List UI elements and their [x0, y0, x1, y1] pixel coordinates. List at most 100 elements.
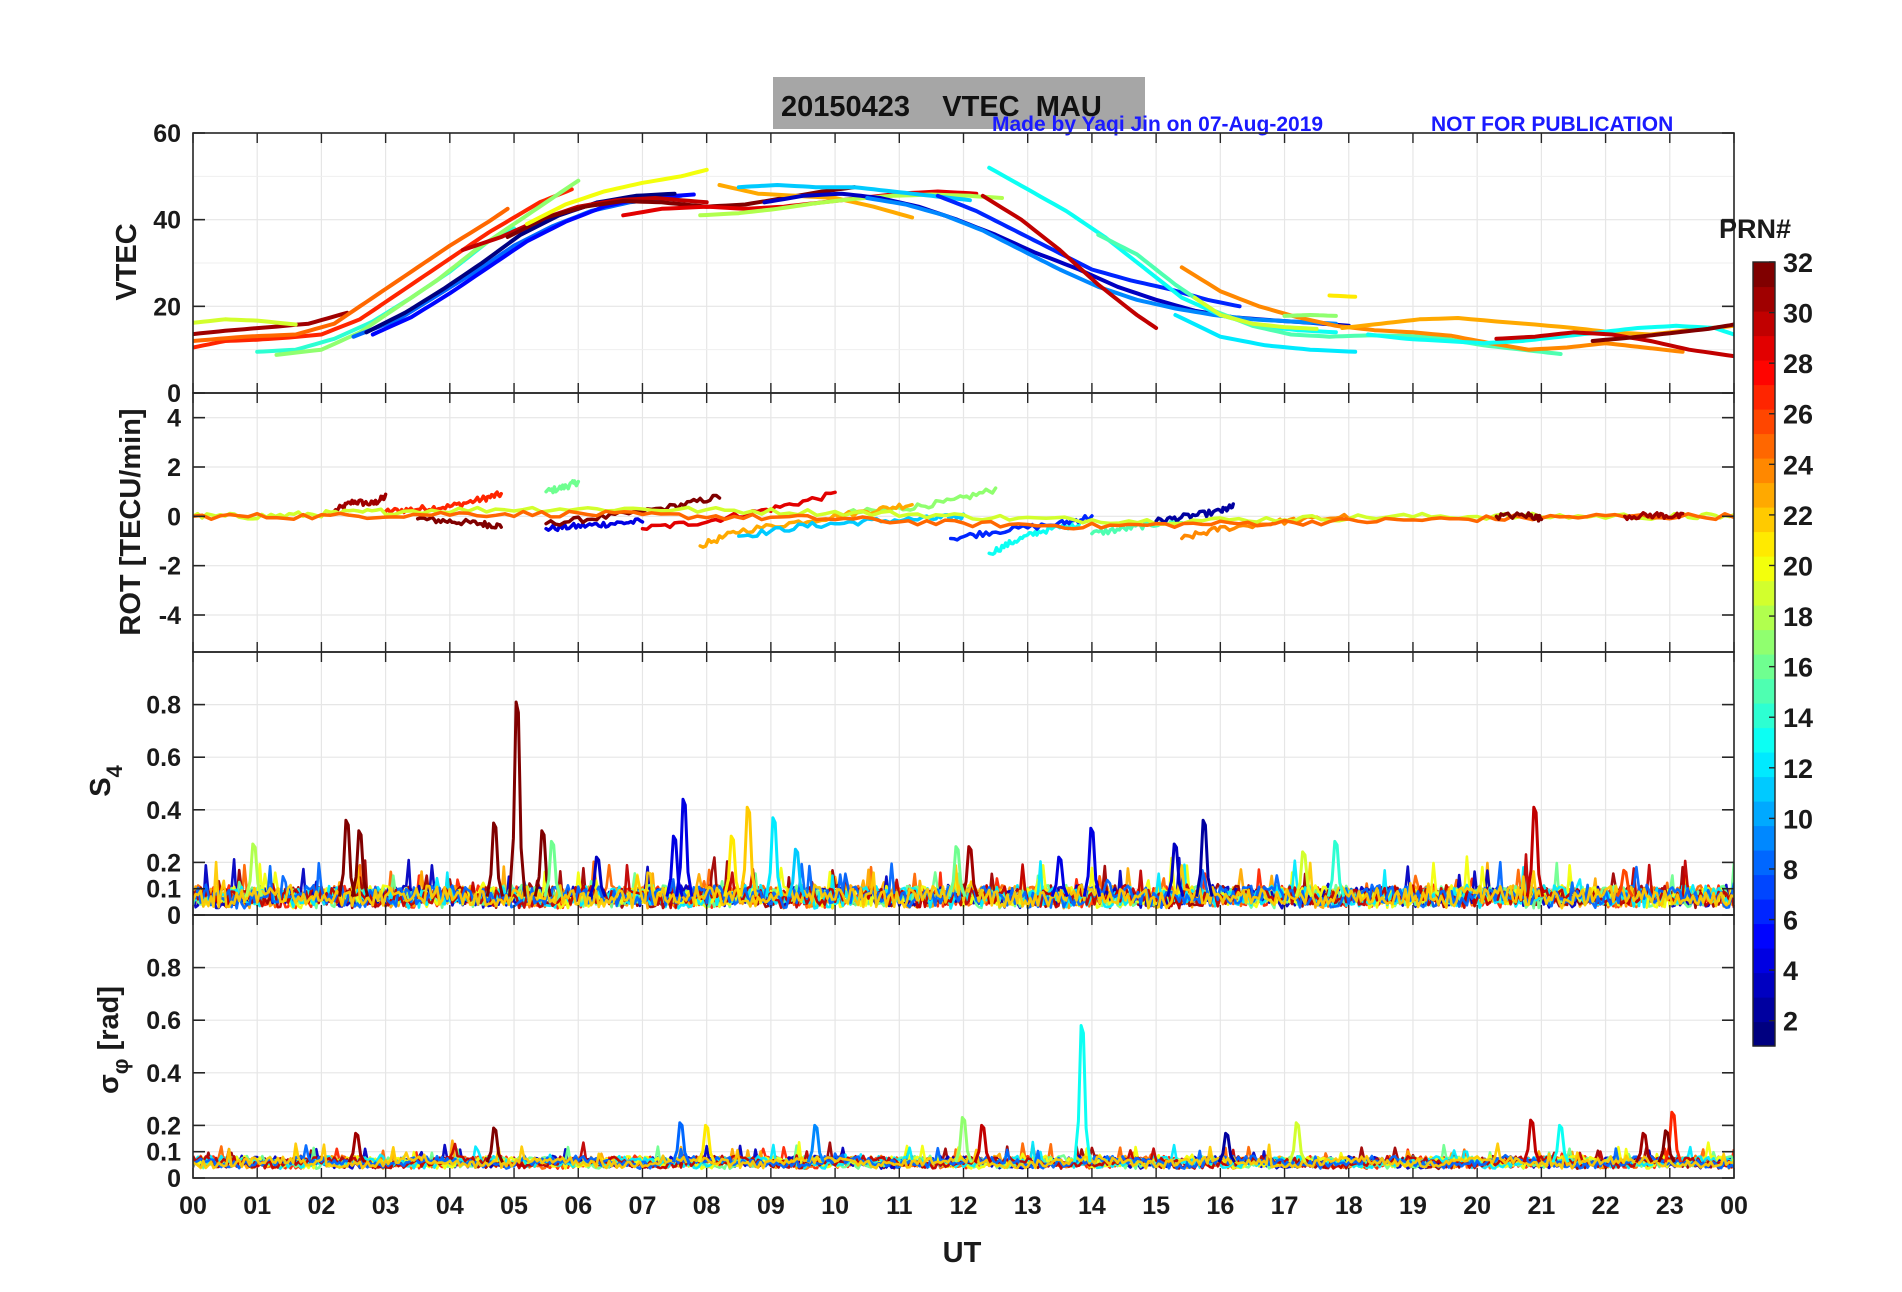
s4-spike-prn-32	[485, 821, 504, 897]
sigma-spike-prn-13	[1551, 1123, 1570, 1163]
sigma-spike-prn-30	[1522, 1118, 1541, 1163]
vtec-series-prn-19	[193, 317, 298, 327]
x-tick-label: 22	[1592, 1192, 1620, 1220]
sigma-spike-prn-19	[1288, 1121, 1307, 1163]
x-tick-label: 04	[436, 1192, 464, 1220]
s4-grid	[192, 652, 1735, 916]
s4-spike-prn-32	[508, 700, 527, 897]
rot-plot-area	[193, 479, 1734, 556]
vtec-series-prn-18	[698, 192, 1004, 218]
vtec-series-prn-27	[193, 187, 574, 350]
colorbar-tick-label: 30	[1783, 299, 1813, 329]
vtec-series-prn-30	[980, 193, 1159, 330]
vtec-series-prn-24	[1179, 265, 1685, 354]
rot-series-prn-31	[332, 492, 388, 514]
vtec-series-prn-17	[1282, 313, 1338, 318]
vtec-ylabel: VTEC	[111, 223, 143, 300]
x-tick-label: 01	[243, 1192, 271, 1220]
s4-spike-prn-22	[739, 805, 758, 897]
colorbar-label: PRN#	[1719, 214, 1791, 244]
s4-spike-prn-26	[1615, 868, 1634, 898]
s4-ylabel: S4	[85, 764, 127, 796]
s4-y-tick-label: 0.8	[146, 692, 181, 720]
rot-series-prn-16	[544, 479, 581, 495]
colorbar-swatch	[1753, 384, 1775, 410]
colorbar-swatch	[1753, 972, 1775, 998]
s4-spike-prn-31	[960, 845, 980, 898]
colorbar-tick-label: 10	[1783, 804, 1813, 834]
vtec-series-prn-31	[193, 310, 350, 337]
colorbar-tick-label: 28	[1783, 349, 1813, 379]
colorbar-tick-label: 18	[1783, 602, 1813, 632]
colorbar-swatch	[1753, 850, 1775, 876]
colorbar-swatch	[1753, 923, 1775, 949]
vtec-y-tick-label: 20	[153, 293, 181, 321]
colorbar-swatch	[1753, 654, 1775, 680]
colorbar-tick-label: 6	[1783, 906, 1798, 936]
rot-y-tick-label: 4	[167, 405, 181, 433]
sigma-spike-prn-21	[697, 1123, 716, 1163]
vtec-plot-area	[193, 165, 1734, 359]
colorbar-swatch	[1753, 752, 1775, 778]
s4-spike-prn-21	[723, 834, 742, 897]
s4-y-tick-label: 0	[167, 902, 181, 930]
colorbar-tick-label: 4	[1783, 956, 1798, 986]
x-tick-label: 20	[1463, 1192, 1491, 1220]
x-tick-labels: 00 01 02 03 04 05 06 07 08 09 10 11 12 13 14 15 16 17 18 19…	[179, 1192, 1748, 1220]
credit-text: Made by Yaqi Jin on 07-Aug-2019	[992, 113, 1323, 136]
sigma-y-tick-label: 0.8	[146, 955, 181, 983]
colorbar-swatch	[1753, 556, 1775, 582]
sigma-spike-prn-9	[806, 1123, 825, 1163]
s4-spike-prn-3	[588, 855, 607, 898]
vtec-series-prn-9	[865, 196, 1338, 326]
x-tick-label: 17	[1271, 1192, 1299, 1220]
colorbar-swatch	[1753, 580, 1775, 606]
s4-spike-prn-4	[665, 834, 684, 897]
colorbar-swatch	[1753, 874, 1775, 900]
vtec-series-prn-13	[1366, 323, 1734, 346]
sigma-y-tick-label: 0.2	[146, 1112, 181, 1140]
sigma-y-tick-label: 0.6	[146, 1007, 181, 1035]
s4-spike-prn-2	[1195, 818, 1214, 897]
colorbar-tick-label: 26	[1783, 400, 1813, 430]
x-tick-label: 10	[821, 1192, 849, 1220]
rot-series-prn-2	[1154, 502, 1235, 524]
rot-series-prn-32	[544, 493, 722, 527]
colorbar-swatch	[1753, 997, 1775, 1023]
s4-spike-prn-16	[947, 845, 967, 898]
vtec-series-prn-19	[1192, 295, 1319, 331]
colorbar-swatch	[1753, 948, 1775, 974]
x-tick-label: 23	[1656, 1192, 1684, 1220]
vtec-y-tick-label: 40	[153, 207, 181, 235]
vtec-series-prn-11	[736, 183, 972, 203]
vtec-series-prn-30	[1494, 330, 1734, 359]
s4-y-tick-label: 0.2	[146, 849, 181, 877]
s4-spike-prn-19	[1294, 850, 1313, 898]
rot-ylabel: ROT [TECU/min]	[115, 408, 147, 635]
x-axis-label: UT	[943, 1237, 982, 1269]
s4-baseline-prn-22	[193, 860, 1734, 910]
colorbar-swatch	[1753, 409, 1775, 435]
s4-spike-prn-4	[1050, 855, 1069, 898]
vtec-y-tick-label: 60	[153, 120, 181, 148]
s4-plot-area	[193, 700, 1734, 910]
sigma-y-tick-label: 0.4	[146, 1060, 181, 1088]
colorbar-swatch	[1753, 311, 1775, 337]
vtec-y-tick-label: 0	[167, 380, 181, 408]
sigma-spike-prn-2	[1217, 1131, 1236, 1163]
colorbar-swatch	[1753, 482, 1775, 508]
x-tick-label: 13	[1014, 1192, 1042, 1220]
s4-panel: 00.10.2 0.4 0.6 0.8	[146, 651, 1735, 930]
x-tick-label: 09	[757, 1192, 785, 1220]
s4-spike-prn-4	[675, 797, 694, 897]
rot-y-tick-label: -4	[159, 602, 181, 630]
vtec-series-prn-12	[1173, 313, 1358, 354]
sigma-panel: 00.10.2 0.4 0.6 0.8	[146, 914, 1735, 1193]
rot-series-prn-17	[833, 486, 998, 517]
x-tick-label: 07	[629, 1192, 657, 1220]
colorbar-tick-label: 12	[1783, 754, 1813, 784]
colorbar-tick-label: 20	[1783, 551, 1813, 581]
vtec-series-prn-15	[1096, 232, 1563, 356]
